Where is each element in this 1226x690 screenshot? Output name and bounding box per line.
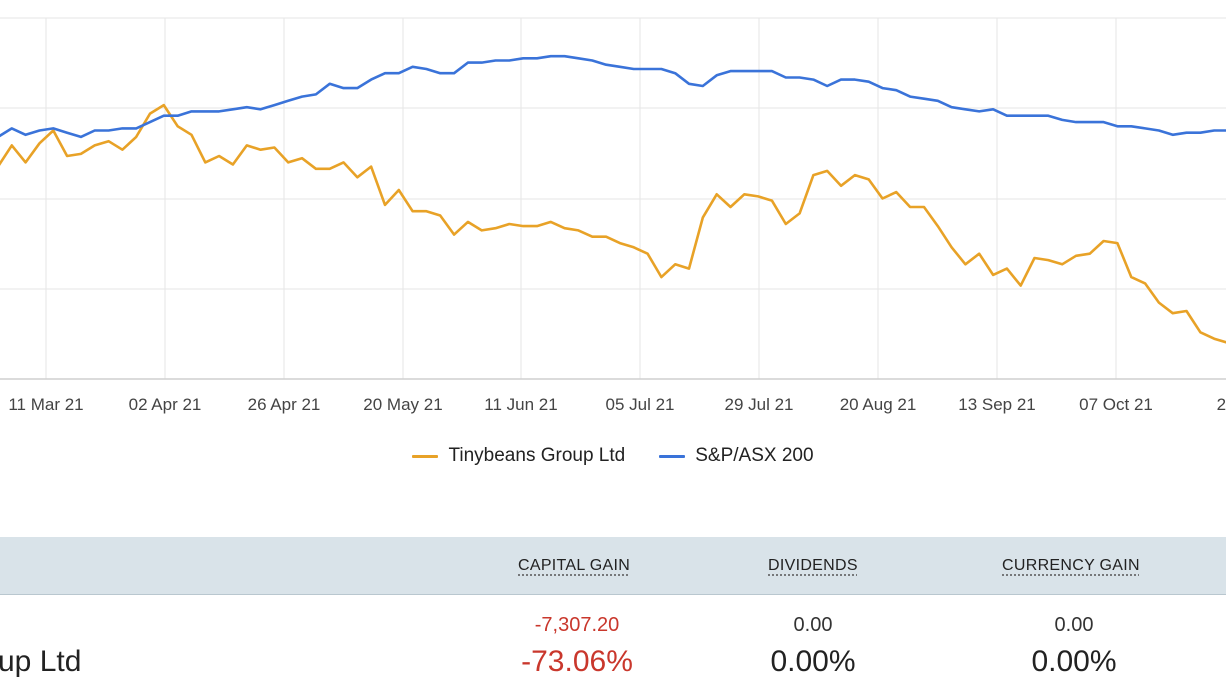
dividends-percent: 0.00% [770, 645, 856, 678]
chart-legend: Tinybeans Group Ltd S&P/ASX 200 [0, 440, 1226, 472]
series-line-tinybeans[interactable] [0, 103, 1226, 344]
holding-name[interactable]: up Ltd [0, 645, 82, 678]
x-tick-label: 29 Jul 21 [725, 395, 794, 414]
legend-swatch-asx200 [659, 454, 686, 458]
x-tick-label: 11 Jun 21 [484, 395, 557, 414]
x-tick-label: 11 Mar 21 [8, 395, 83, 414]
x-tick-label: 13 Sep 21 [958, 395, 1036, 414]
capital-gain-value: -7,307.20 [534, 614, 620, 636]
chart-grid [0, 17, 1226, 380]
x-tick-label: 26 Apr 21 [248, 395, 321, 414]
legend-item-tinybeans[interactable]: Tinybeans Group Ltd [412, 445, 625, 467]
x-tick-label: 07 Oct 21 [1079, 395, 1153, 414]
performance-chart: 11 Mar 21 02 Apr 21 26 Apr 21 20 May 21 11 J… [0, 17, 1226, 414]
currency-gain-value: 0.00 [1054, 614, 1094, 636]
x-tick-label: 02 Apr 21 [129, 395, 202, 414]
currency-gain-header[interactable]: CURRENCY GAIN [1002, 557, 1140, 574]
returns-table-header: CAPITAL GAIN DIVIDENDS CURRENCY GAIN [0, 537, 1226, 595]
legend-swatch-tinybeans [412, 454, 439, 458]
series-line-asx200[interactable] [0, 54, 1226, 139]
legend-label-asx200: S&P/ASX 200 [695, 445, 814, 466]
dividends-value: 0.00 [793, 614, 833, 636]
legend-item-asx200[interactable]: S&P/ASX 200 [659, 445, 814, 467]
x-axis: 11 Mar 21 02 Apr 21 26 Apr 21 20 May 21 11 J… [8, 395, 1226, 414]
legend-label-tinybeans: Tinybeans Group Ltd [448, 445, 626, 466]
dividends-header[interactable]: DIVIDENDS [768, 557, 858, 574]
x-tick-label: 20 Aug 21 [840, 395, 917, 414]
capital-gain-percent: -73.06% [521, 645, 633, 678]
x-tick-label: 29 O [1217, 395, 1226, 414]
currency-gain-percent: 0.00% [1031, 645, 1117, 678]
x-tick-label: 20 May 21 [363, 395, 442, 414]
x-tick-label: 05 Jul 21 [606, 395, 675, 414]
chart-series[interactable] [0, 54, 1226, 344]
capital-gain-header[interactable]: CAPITAL GAIN [518, 557, 631, 574]
